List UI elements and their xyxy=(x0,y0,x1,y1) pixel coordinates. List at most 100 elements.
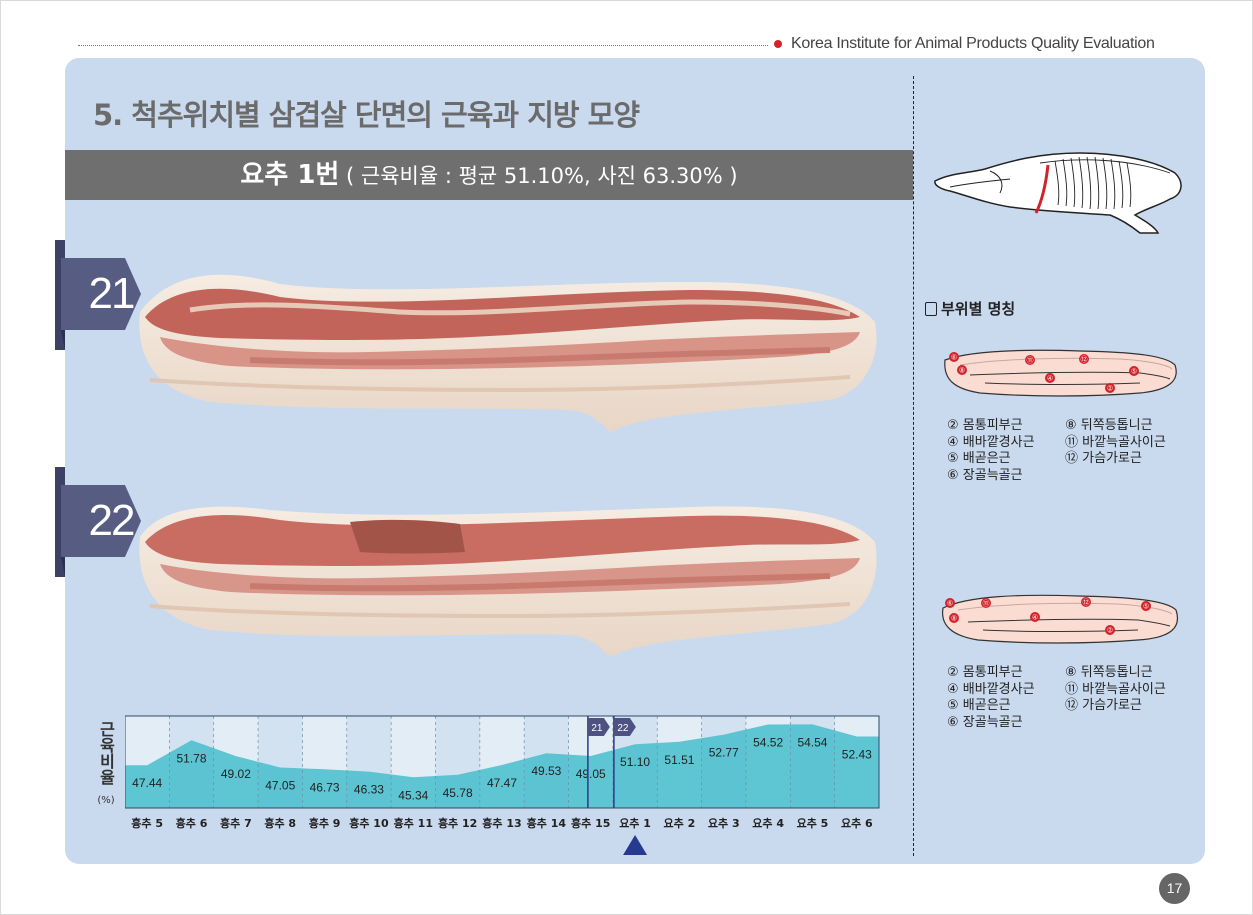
pig-carcass-diagram xyxy=(934,152,1182,234)
chart-ylabel-text: 근육비율 xyxy=(96,721,116,785)
chart-value-label: 49.53 xyxy=(531,764,561,778)
legend-item: ⑫ 가슴가로근 xyxy=(1065,698,1142,713)
band-main: 요추 1번 xyxy=(240,160,340,190)
diagram-label: ⑤ xyxy=(1143,603,1149,611)
legend-item: ⑪ 바깥늑골사이근 xyxy=(1065,434,1166,450)
legend-item: ⑤ 배곧은근 xyxy=(947,451,1011,466)
legend-item xyxy=(1065,715,1187,732)
chart-category-label: 흉추 13 xyxy=(482,816,521,830)
chart-value-label: 51.10 xyxy=(620,755,650,769)
diagram-label: ⑫ xyxy=(1083,599,1090,607)
chart-value-label: 54.52 xyxy=(753,736,783,750)
diagram-label: ⑥ xyxy=(951,354,957,362)
legend-list-2: ② 몸통피부근 ⑧ 뒤쪽등톱니근 ④ 배바깥경사근 ⑪ 바깥늑골사이근 ⑤ 배곧… xyxy=(947,665,1187,731)
chart-category-label: 흉추 8 xyxy=(264,816,296,830)
pork-belly-photo-22 xyxy=(139,506,877,657)
photo-tab-22: 22 xyxy=(55,467,145,577)
chart-value-label: 49.05 xyxy=(576,767,606,781)
diagram-label: ⑪ xyxy=(1027,357,1034,365)
legend-item: ⑧ 뒤쪽등톱니근 xyxy=(1065,418,1153,433)
legend-heading: 부위별 명칭 xyxy=(925,298,1015,319)
legend-item xyxy=(1065,468,1187,485)
chart-marker-label: 22 xyxy=(617,723,629,734)
chart-marker-label: 21 xyxy=(591,723,603,734)
chart-value-label: 51.78 xyxy=(177,751,207,765)
chart-value-label: 45.34 xyxy=(398,788,428,802)
legend-item: ② 몸통피부근 xyxy=(947,418,1023,433)
chart-category-label: 흉추 6 xyxy=(176,816,208,830)
legend-list-1: ② 몸통피부근 ⑧ 뒤쪽등톱니근 ④ 배바깥경사근 ⑪ 바깥늑골사이근 ⑤ 배곧… xyxy=(947,418,1187,484)
muscle-ratio-chart: 47.44 흉추 5 51.78 흉추 6 49.02 흉추 7 47.05 흉추 8 46.7… xyxy=(125,715,880,855)
checkbox-square-icon xyxy=(925,301,937,316)
chart-value-label: 52.77 xyxy=(709,746,739,760)
vertical-divider xyxy=(913,76,914,856)
section-title: 5. 척추위치별 삼겹살 단면의 근육과 지방 모양 xyxy=(93,98,640,132)
chart-value-label: 49.02 xyxy=(221,767,251,781)
chart-value-label: 46.73 xyxy=(310,780,340,794)
chart-category-label: 흉추 7 xyxy=(220,816,252,830)
chart-category-label: 요추 4 xyxy=(752,816,784,830)
chart-category-label: 흉추 5 xyxy=(131,816,163,830)
chart-value-label: 51.51 xyxy=(664,753,694,767)
chart-frame xyxy=(125,715,880,809)
title-band-text: 요추 1번 ( 근육비율 : 평균 51.10%, 사진 63.30% ) xyxy=(65,150,913,200)
chart-value-label: 52.43 xyxy=(842,748,872,762)
chart-value-label: 45.78 xyxy=(443,786,473,800)
legend-item: ⑤ 배곧은근 xyxy=(947,698,1011,713)
diagram-label: ② xyxy=(1107,385,1113,393)
legend-item: ⑧ 뒤쪽등톱니근 xyxy=(1065,665,1153,680)
diagram-label: ⑥ xyxy=(947,600,953,608)
legend-heading-text: 부위별 명칭 xyxy=(941,300,1016,318)
header-organization: Korea Institute for Animal Products Qual… xyxy=(791,35,1155,52)
tab-ribbon-icon xyxy=(55,467,141,577)
chart-category-label: 요추 3 xyxy=(708,816,740,830)
legend-item: ② 몸통피부근 xyxy=(947,665,1023,680)
chart-yunit: (%) xyxy=(97,795,115,806)
legend-item: ⑥ 장골늑골근 xyxy=(947,467,1023,483)
chart-category-label: 흉추 12 xyxy=(438,816,477,830)
diagram-label: ⑧ xyxy=(959,367,965,375)
chart-ylabel: 근육비율 (%) xyxy=(94,716,118,809)
diagram-label: ④ xyxy=(1032,614,1038,622)
chart-category-label: 흉추 15 xyxy=(571,816,610,830)
legend-item: ⑫ 가슴가로근 xyxy=(1065,451,1142,466)
cross-section-diagram-1: ⑥ ⑪ ⑫ ⑧ ④ ⑤ ② xyxy=(944,349,1177,397)
pork-belly-photo-21 xyxy=(139,274,877,432)
diagram-label: ② xyxy=(1107,627,1113,635)
chart-category-label: 흉추 10 xyxy=(349,816,389,830)
diagram-label: ⑧ xyxy=(951,615,957,623)
chart-category-label: 요추 1 xyxy=(619,816,651,830)
chart-value-label: 47.47 xyxy=(487,776,517,790)
chart-value-label: 47.44 xyxy=(132,776,162,790)
cross-section-diagram-2: ⑥ ⑪ ⑫ ⑧ ④ ⑤ ② xyxy=(942,594,1178,644)
chart-value-label: 54.54 xyxy=(797,735,827,749)
header-divider xyxy=(78,45,768,46)
tab-ribbon-icon xyxy=(55,240,141,350)
header-bullet-icon xyxy=(774,40,782,48)
chart-category-label: 흉추 14 xyxy=(527,816,567,830)
photo-tab-label: 21 xyxy=(88,269,136,318)
chart-category-label: 요추 6 xyxy=(841,816,873,830)
chart-area-series xyxy=(125,724,879,808)
legend-item: ⑥ 장골늑골근 xyxy=(947,714,1023,730)
diagram-label: ④ xyxy=(1047,375,1053,383)
band-sub: ( 근육비율 : 평균 51.10%, 사진 63.30% ) xyxy=(339,164,738,188)
chart-value-label: 47.05 xyxy=(265,778,295,792)
chart-marker-flag-icon xyxy=(613,718,636,736)
chart-value-label: 46.33 xyxy=(354,783,384,797)
diagram-label: ⑤ xyxy=(1131,368,1137,376)
chart-category-label: 요추 5 xyxy=(797,816,829,830)
rib-lines-icon xyxy=(1039,156,1171,210)
legend-item: ⑪ 바깥늑골사이근 xyxy=(1065,681,1166,697)
chart-category-label: 흉추 11 xyxy=(394,816,433,830)
highlight-triangle-icon xyxy=(623,835,648,855)
chart-category-label: 요추 2 xyxy=(664,816,696,830)
diagram-label: ⑪ xyxy=(983,600,990,608)
chart-category-label: 흉추 9 xyxy=(309,816,341,830)
diagram-label: ⑫ xyxy=(1081,356,1088,364)
photo-tab-label: 22 xyxy=(88,496,136,545)
legend-item: ④ 배바깥경사근 xyxy=(947,434,1035,450)
cut-line-icon xyxy=(1034,164,1050,214)
legend-item: ④ 배바깥경사근 xyxy=(947,681,1035,697)
page-number: 17 xyxy=(1159,873,1190,904)
